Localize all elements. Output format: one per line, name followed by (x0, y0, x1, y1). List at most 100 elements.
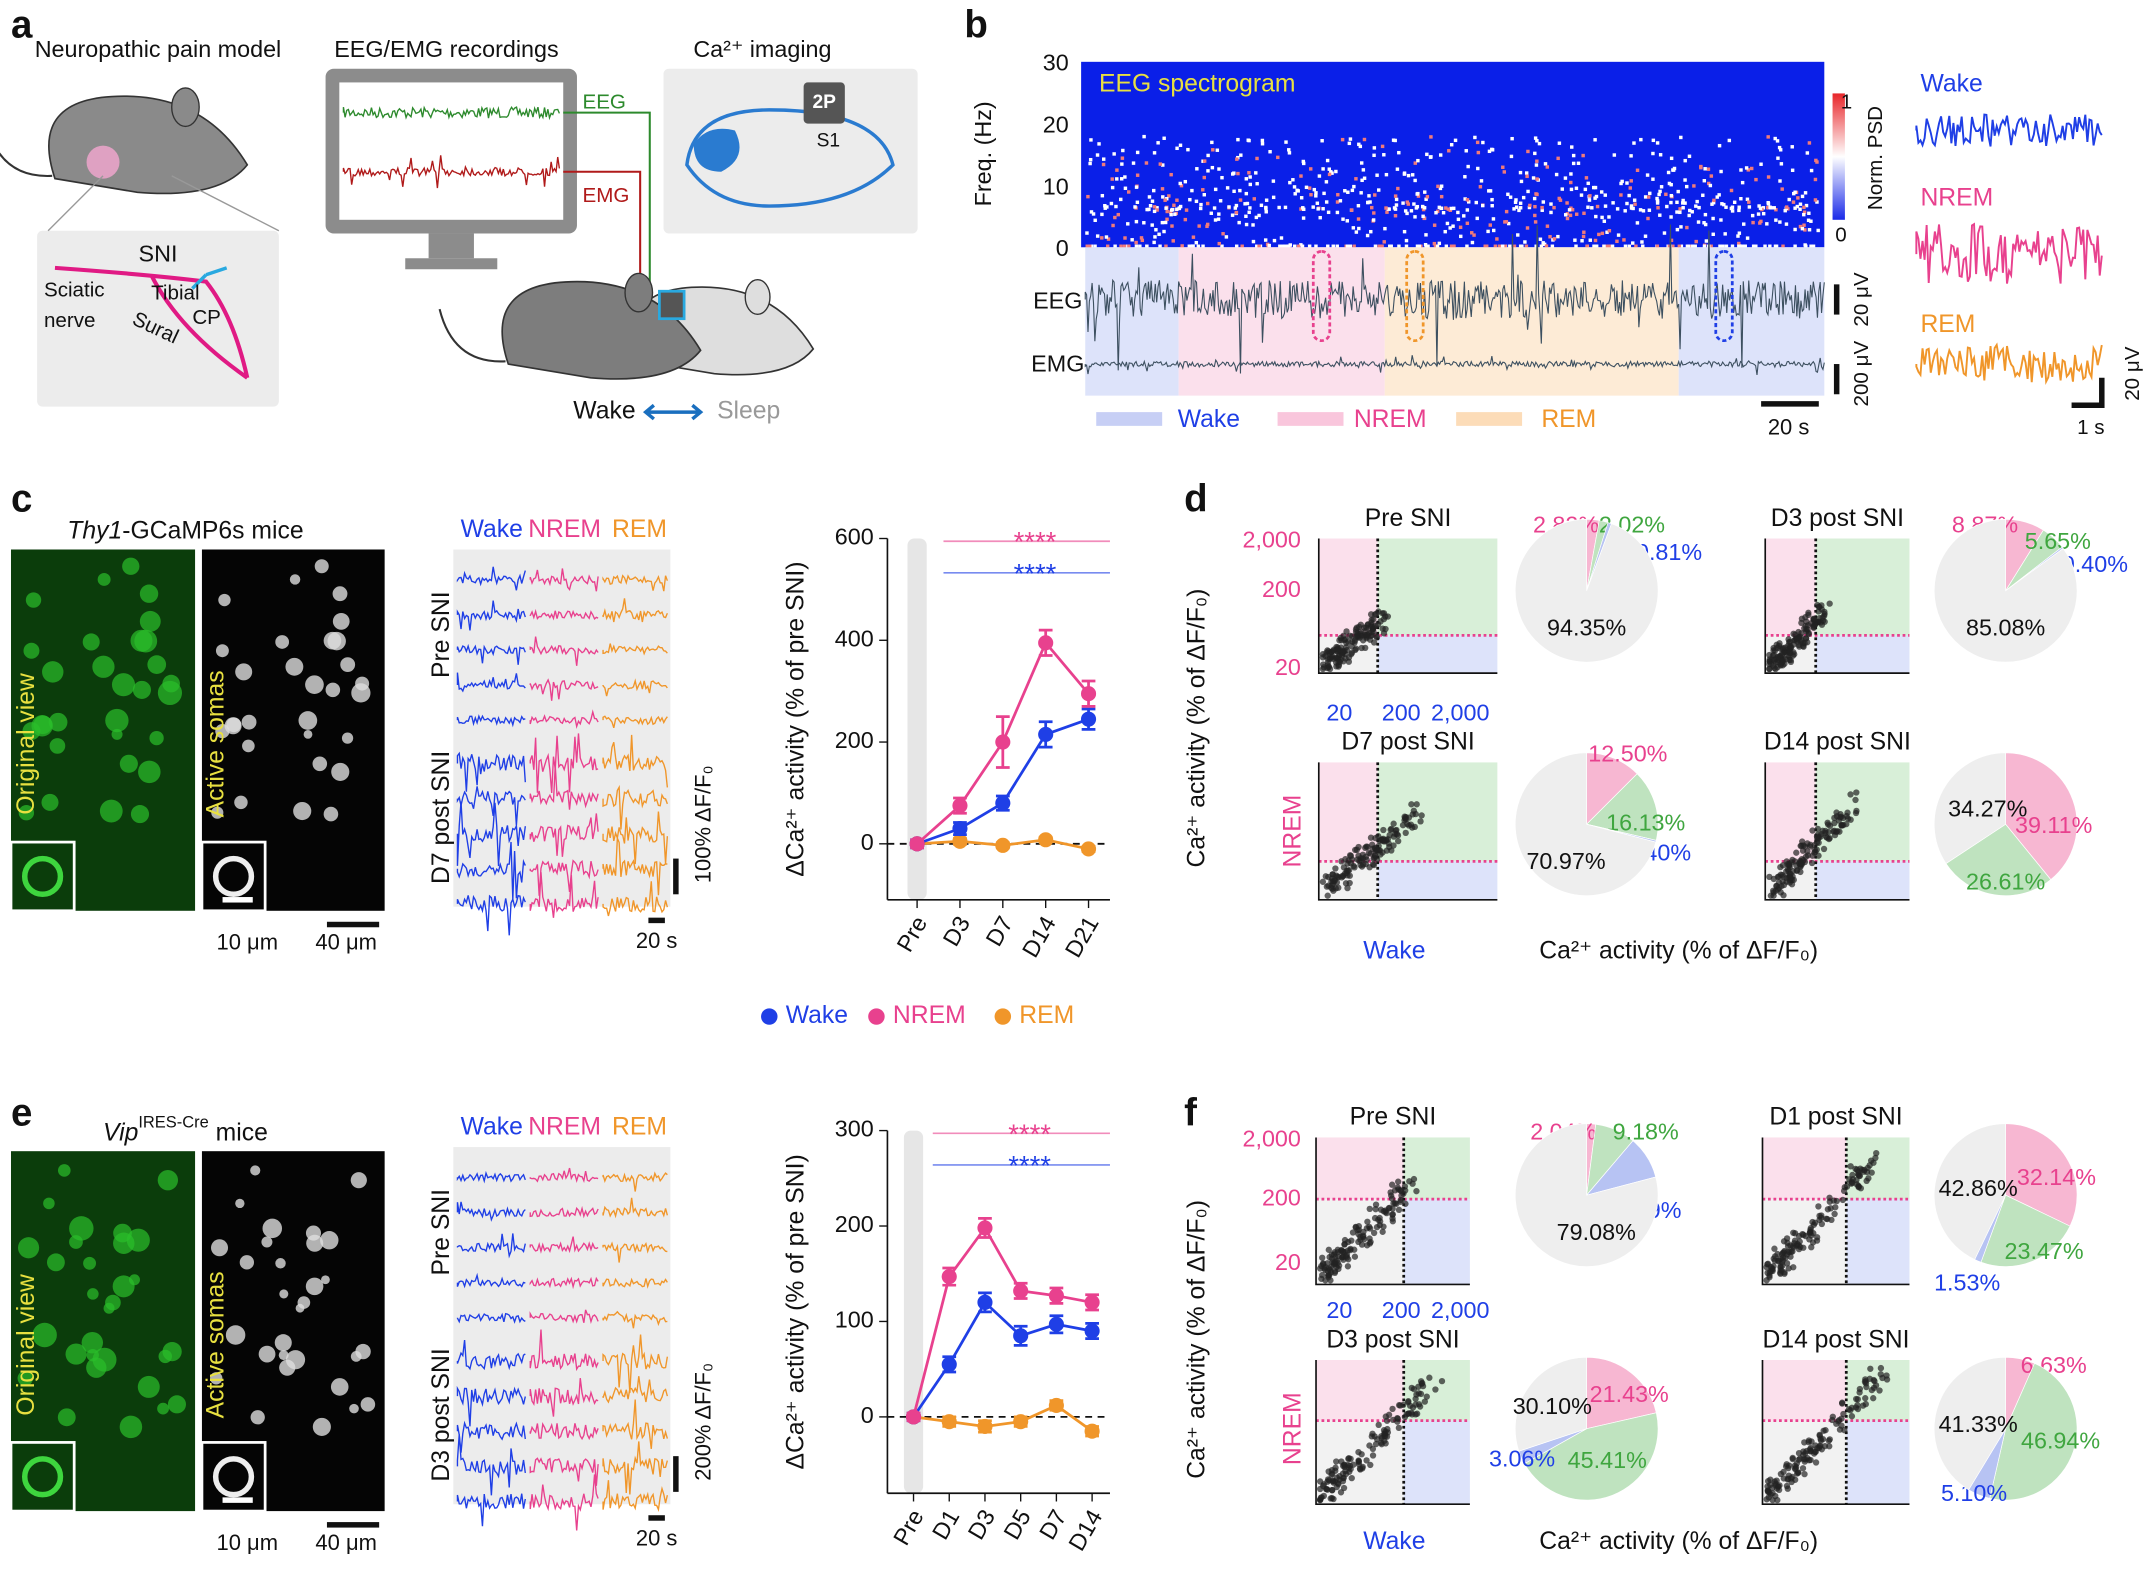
spectrogram-cell (1441, 211, 1446, 215)
spectrogram-cell (1629, 154, 1633, 158)
spectrogram-cell (1774, 207, 1778, 212)
calcium-trace (456, 600, 526, 631)
wire (563, 111, 651, 296)
quadrant (1815, 635, 1910, 674)
quadrant (1815, 861, 1910, 900)
spectrogram-cell (1702, 244, 1707, 248)
spectrogram-cell (1438, 153, 1443, 157)
scatter-point (1402, 829, 1409, 837)
spectrogram-cell (1406, 202, 1410, 206)
spectrogram-cell (1798, 202, 1803, 206)
spectrogram-cell (1327, 172, 1332, 177)
cell (250, 1410, 265, 1425)
calcium-trace (529, 568, 599, 592)
pie-label: 21.43% (1590, 1381, 1669, 1407)
spectrogram-cell (1667, 181, 1672, 186)
quadrant (1318, 538, 1378, 636)
quadrant (1815, 538, 1910, 636)
scatter-point (1319, 1254, 1326, 1261)
scatter-point (1322, 652, 1329, 660)
scatter-title: Pre SNI (1350, 1104, 1437, 1131)
cell (122, 557, 140, 575)
spectrogram-cell (1569, 172, 1573, 176)
eeg-trace (1084, 224, 1825, 374)
scatter-point (1808, 1438, 1815, 1445)
spectrogram-cell (1089, 210, 1094, 214)
y-tick-label: 2,000 (1242, 526, 1300, 552)
calcium-trace (529, 1309, 599, 1324)
spectrogram-cell (1533, 213, 1537, 218)
spectrogram-cell (1798, 207, 1802, 212)
legend-label: Wake (786, 1002, 848, 1029)
spectrogram-cell (1428, 155, 1433, 159)
pie-slice (1523, 1412, 1659, 1501)
spectrogram-cell (1773, 136, 1777, 141)
spectrogram-cell (1404, 238, 1409, 243)
cell (215, 644, 229, 658)
spectrogram-cell (1581, 153, 1585, 158)
calcium-trace (456, 1312, 526, 1324)
scatter-point (1363, 627, 1370, 634)
scatter-point (1854, 1405, 1862, 1413)
scatter-point (1432, 1386, 1439, 1393)
calcium-trace (456, 1434, 526, 1496)
spectrogram-cell (1687, 213, 1691, 218)
spectrogram-cell (1727, 138, 1732, 143)
scatter-point (1350, 1461, 1357, 1468)
spectrogram-cell (1177, 206, 1182, 210)
spectrogram-cell (1456, 210, 1460, 215)
cell (167, 1395, 187, 1414)
scatter-point (1787, 1253, 1794, 1260)
spectrogram-cell (1439, 184, 1444, 188)
spectrogram-cell (1264, 198, 1269, 202)
spectrogram-cell (1628, 186, 1632, 190)
cell (258, 1345, 276, 1363)
scatter-point (1363, 843, 1370, 850)
spectrogram-cell (1422, 206, 1427, 210)
cell (355, 676, 370, 691)
scatter-point (1324, 658, 1332, 666)
cell (65, 1343, 87, 1365)
spectrogram-cell (1711, 216, 1715, 221)
cell (289, 574, 301, 585)
spectrogram-cell (1244, 191, 1249, 196)
spectrogram-cell (1421, 214, 1425, 219)
spectrogram-cell (1651, 138, 1656, 143)
spectrogram-cell (1394, 203, 1399, 207)
calcium-trace (456, 751, 526, 792)
spectrogram-cell (1384, 206, 1388, 210)
spectrogram-cell (1518, 201, 1523, 205)
spectrogram-cell (1570, 145, 1574, 149)
scatter-point (1408, 801, 1415, 808)
spectrogram-cell (1356, 217, 1361, 221)
quadrant (1403, 1420, 1470, 1505)
spectrogram-cell (1456, 217, 1461, 222)
spectrogram-cell (1619, 181, 1623, 186)
scatter-point (1345, 654, 1353, 661)
spectrogram-cell (1202, 193, 1206, 197)
scatter-point (1835, 1417, 1843, 1424)
spectrogram-cell (1301, 206, 1305, 210)
cell (130, 805, 150, 824)
spectrogram-cell (1421, 207, 1426, 212)
calcium-trace (602, 1376, 669, 1404)
scatter-point (1807, 841, 1814, 849)
scatter-point (1421, 1398, 1428, 1405)
spectrogram-cell (1486, 229, 1490, 234)
spectrogram-cell (1248, 182, 1253, 187)
spectrogram-cell (1556, 156, 1560, 161)
example-trace (1915, 342, 2103, 385)
spectrogram-cell (1784, 222, 1789, 226)
spectrogram-cell (1187, 244, 1192, 248)
scatter-point (1320, 664, 1328, 671)
calcium-trace (529, 872, 599, 918)
spectrogram-cell (1774, 218, 1778, 222)
spectrogram-cell (1429, 135, 1433, 139)
spectrogram-cell (1775, 139, 1780, 143)
spectrogram-cell (1212, 206, 1217, 210)
spectrogram-cell (1729, 188, 1734, 193)
scatter-point (1826, 600, 1833, 607)
spectrogram-cell (1552, 205, 1556, 210)
state-band (1384, 247, 1679, 396)
